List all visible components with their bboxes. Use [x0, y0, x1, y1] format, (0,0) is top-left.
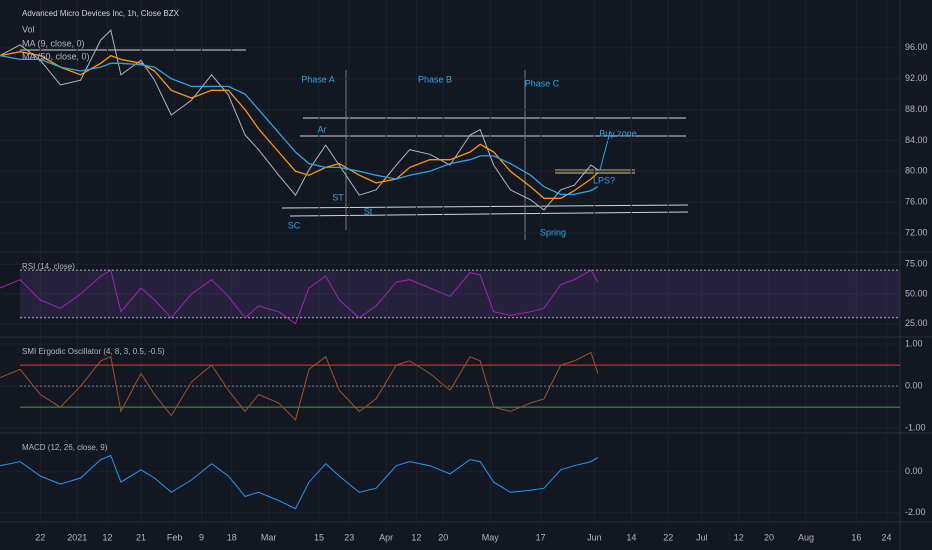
- annotation: ST: [332, 192, 344, 202]
- annotation: LPS?: [593, 175, 615, 185]
- legend-entry: MA (9, close, 0): [22, 38, 85, 48]
- x-tick-label: 23: [344, 532, 354, 542]
- x-tick-label: 2021: [67, 532, 87, 542]
- band-fill: [20, 270, 900, 318]
- y-tick-label: 1.00: [905, 338, 923, 348]
- annotation: St: [364, 206, 373, 216]
- x-tick-label: 20: [764, 532, 774, 542]
- x-tick-label: 17: [536, 532, 546, 542]
- annotation: Buy zone: [599, 128, 637, 138]
- annotation: Spring: [540, 227, 566, 237]
- x-tick-label: 24: [882, 532, 892, 542]
- y-tick-label: 72.00: [905, 227, 928, 237]
- y-tick-label: 92.00: [905, 73, 928, 83]
- annotation: Phase A: [301, 74, 335, 84]
- x-tick-label: 12: [734, 532, 744, 542]
- series-line: [0, 29, 599, 211]
- x-tick-label: 22: [35, 532, 45, 542]
- x-tick-label: 12: [411, 532, 421, 542]
- annotation: SC: [288, 220, 301, 230]
- panel-title: Advanced Micro Devices Inc, 1h, Close BZ…: [22, 9, 180, 18]
- x-tick-label: May: [482, 532, 500, 542]
- annotation: Phase C: [525, 78, 560, 88]
- annotation: Ar: [318, 124, 327, 134]
- y-tick-label: -2.00: [905, 507, 926, 517]
- x-tick-label: Jul: [696, 532, 708, 542]
- x-tick-label: 12: [102, 532, 112, 542]
- annotation: Phase B: [418, 74, 452, 84]
- x-tick-label: 16: [851, 532, 861, 542]
- x-tick-label: 14: [626, 532, 636, 542]
- x-tick-label: Apr: [379, 532, 393, 542]
- y-tick-label: -1.00: [905, 423, 926, 433]
- series-line: [0, 351, 599, 421]
- series-line: [0, 454, 599, 510]
- panel-title: MACD (12, 26, close, 9): [22, 443, 108, 452]
- x-tick-label: 9: [199, 532, 204, 542]
- y-tick-label: 96.00: [905, 42, 928, 52]
- legend-entry: MA (50, close, 0): [22, 51, 90, 61]
- x-tick-label: Mar: [261, 532, 277, 542]
- series-line: [0, 54, 599, 196]
- y-tick-label: 0.00: [905, 381, 923, 391]
- series-line: [0, 269, 599, 325]
- x-tick-label: Jun: [587, 532, 602, 542]
- x-tick-label: 21: [136, 532, 146, 542]
- panel-title: SMI Ergodic Oscillator (4, 8, 3, 0.5, -0…: [22, 347, 165, 356]
- panel-title: RSI (14, close): [22, 262, 75, 271]
- y-tick-label: 84.00: [905, 135, 928, 145]
- y-tick-label: 88.00: [905, 104, 928, 114]
- x-tick-label: Aug: [798, 532, 814, 542]
- y-tick-label: 76.00: [905, 197, 928, 207]
- y-tick-label: 80.00: [905, 166, 928, 176]
- panel-subtitle: Vol: [22, 24, 35, 34]
- y-tick-label: 0.00: [905, 466, 923, 476]
- x-tick-label: 15: [314, 532, 324, 542]
- x-tick-label: 20: [438, 532, 448, 542]
- y-tick-label: 75.00: [905, 259, 928, 269]
- x-tick-label: 22: [663, 532, 673, 542]
- x-tick-label: 18: [227, 532, 237, 542]
- x-tick-label: Feb: [167, 532, 183, 542]
- y-tick-label: 50.00: [905, 288, 928, 298]
- series-line: [0, 51, 599, 199]
- support-line: [289, 211, 689, 217]
- y-tick-label: 25.00: [905, 318, 928, 328]
